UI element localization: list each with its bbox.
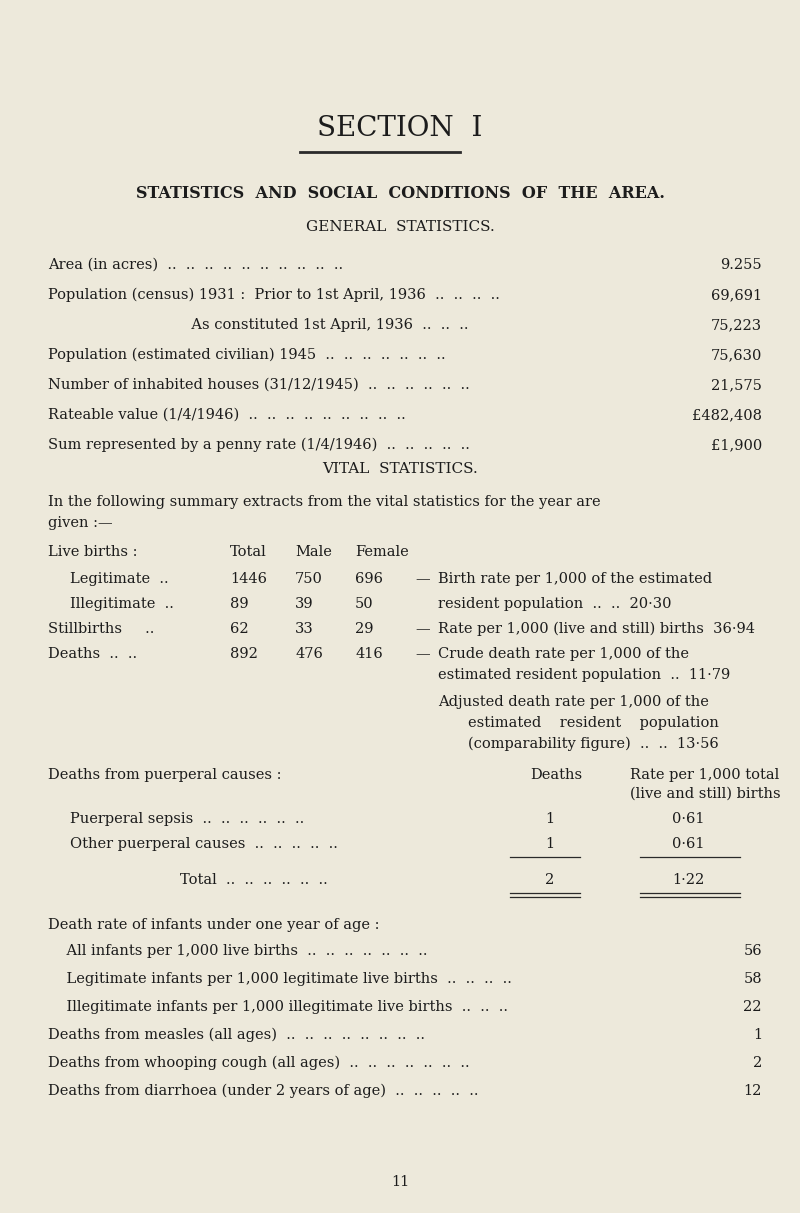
Text: Rate per 1,000 (live and still) births  36·94: Rate per 1,000 (live and still) births 3… (438, 622, 755, 637)
Text: 33: 33 (295, 622, 314, 636)
Text: 12: 12 (744, 1084, 762, 1098)
Text: Deaths from diarrhoea (under 2 years of age)  ..  ..  ..  ..  ..: Deaths from diarrhoea (under 2 years of … (48, 1084, 478, 1099)
Text: (live and still) births: (live and still) births (630, 787, 781, 801)
Text: Illegitimate infants per 1,000 illegitimate live births  ..  ..  ..: Illegitimate infants per 1,000 illegitim… (48, 1000, 508, 1014)
Text: 1446: 1446 (230, 573, 267, 586)
Text: 11: 11 (391, 1175, 409, 1189)
Text: VITAL  STATISTICS.: VITAL STATISTICS. (322, 462, 478, 475)
Text: 2: 2 (753, 1057, 762, 1070)
Text: 62: 62 (230, 622, 249, 636)
Text: In the following summary extracts from the vital statistics for the year are: In the following summary extracts from t… (48, 495, 601, 509)
Text: Other puerperal causes  ..  ..  ..  ..  ..: Other puerperal causes .. .. .. .. .. (70, 837, 338, 852)
Text: 1: 1 (753, 1027, 762, 1042)
Text: 22: 22 (743, 1000, 762, 1014)
Text: Legitimate  ..: Legitimate .. (70, 573, 169, 586)
Text: STATISTICS  AND  SOCIAL  CONDITIONS  OF  THE  AREA.: STATISTICS AND SOCIAL CONDITIONS OF THE … (135, 186, 665, 203)
Text: Crude death rate per 1,000 of the: Crude death rate per 1,000 of the (438, 647, 689, 661)
Text: Deaths from puerperal causes :: Deaths from puerperal causes : (48, 768, 282, 782)
Text: 21,575: 21,575 (711, 378, 762, 392)
Text: Deaths from whooping cough (all ages)  ..  ..  ..  ..  ..  ..  ..: Deaths from whooping cough (all ages) ..… (48, 1057, 470, 1070)
Text: 50: 50 (355, 597, 374, 611)
Text: 29: 29 (355, 622, 374, 636)
Text: 56: 56 (743, 944, 762, 958)
Text: Birth rate per 1,000 of the estimated: Birth rate per 1,000 of the estimated (438, 573, 712, 586)
Text: 75,223: 75,223 (711, 318, 762, 332)
Text: Deaths  ..  ..: Deaths .. .. (48, 647, 137, 661)
Text: estimated resident population  ..  11·79: estimated resident population .. 11·79 (438, 668, 730, 682)
Text: 892: 892 (230, 647, 258, 661)
Text: 9.255: 9.255 (720, 258, 762, 272)
Text: Population (census) 1931 :  Prior to 1st April, 1936  ..  ..  ..  ..: Population (census) 1931 : Prior to 1st … (48, 287, 500, 302)
Text: 39: 39 (295, 597, 314, 611)
Text: Number of inhabited houses (31/12/1945)  ..  ..  ..  ..  ..  ..: Number of inhabited houses (31/12/1945) … (48, 378, 470, 392)
Text: SECTION  I: SECTION I (318, 115, 482, 142)
Text: 476: 476 (295, 647, 323, 661)
Text: —: — (415, 647, 430, 661)
Text: 2: 2 (545, 873, 554, 887)
Text: All infants per 1,000 live births  ..  ..  ..  ..  ..  ..  ..: All infants per 1,000 live births .. .. … (48, 944, 427, 958)
Text: —: — (415, 573, 430, 586)
Text: £482,408: £482,408 (692, 408, 762, 422)
Text: Puerperal sepsis  ..  ..  ..  ..  ..  ..: Puerperal sepsis .. .. .. .. .. .. (70, 811, 304, 826)
Text: Adjusted death rate per 1,000 of the: Adjusted death rate per 1,000 of the (438, 695, 709, 710)
Text: As constituted 1st April, 1936  ..  ..  ..: As constituted 1st April, 1936 .. .. .. (48, 318, 469, 332)
Text: (comparability figure)  ..  ..  13·56: (comparability figure) .. .. 13·56 (468, 738, 718, 751)
Text: £1,900: £1,900 (710, 438, 762, 452)
Text: 69,691: 69,691 (711, 287, 762, 302)
Text: GENERAL  STATISTICS.: GENERAL STATISTICS. (306, 220, 494, 234)
Text: resident population  ..  ..  20·30: resident population .. .. 20·30 (438, 597, 671, 611)
Text: Stillbirths     ..: Stillbirths .. (48, 622, 154, 636)
Text: Legitimate infants per 1,000 legitimate live births  ..  ..  ..  ..: Legitimate infants per 1,000 legitimate … (48, 972, 512, 986)
Text: estimated    resident    population: estimated resident population (468, 716, 719, 730)
Text: 416: 416 (355, 647, 382, 661)
Text: 1: 1 (545, 811, 554, 826)
Text: Deaths: Deaths (530, 768, 582, 782)
Text: 0·61: 0·61 (672, 811, 705, 826)
Text: given :—: given :— (48, 516, 113, 530)
Text: Total  ..  ..  ..  ..  ..  ..: Total .. .. .. .. .. .. (180, 873, 328, 887)
Text: Area (in acres)  ..  ..  ..  ..  ..  ..  ..  ..  ..  ..: Area (in acres) .. .. .. .. .. .. .. .. … (48, 258, 343, 272)
Text: Rateable value (1/4/1946)  ..  ..  ..  ..  ..  ..  ..  ..  ..: Rateable value (1/4/1946) .. .. .. .. ..… (48, 408, 406, 422)
Text: Population (estimated civilian) 1945  ..  ..  ..  ..  ..  ..  ..: Population (estimated civilian) 1945 .. … (48, 348, 446, 363)
Text: Live births :: Live births : (48, 545, 138, 559)
Text: Female: Female (355, 545, 409, 559)
Text: —: — (415, 622, 430, 636)
Text: 0·61: 0·61 (672, 837, 705, 852)
Text: 1·22: 1·22 (672, 873, 704, 887)
Text: 75,630: 75,630 (710, 348, 762, 361)
Text: Male: Male (295, 545, 332, 559)
Text: Deaths from measles (all ages)  ..  ..  ..  ..  ..  ..  ..  ..: Deaths from measles (all ages) .. .. .. … (48, 1027, 425, 1042)
Text: Death rate of infants under one year of age :: Death rate of infants under one year of … (48, 918, 379, 932)
Text: 89: 89 (230, 597, 249, 611)
Text: Illegitimate  ..: Illegitimate .. (70, 597, 174, 611)
Text: Rate per 1,000 total: Rate per 1,000 total (630, 768, 779, 782)
Text: 1: 1 (545, 837, 554, 852)
Text: 750: 750 (295, 573, 323, 586)
Text: 58: 58 (743, 972, 762, 986)
Text: 696: 696 (355, 573, 383, 586)
Text: Total: Total (230, 545, 266, 559)
Text: Sum represented by a penny rate (1/4/1946)  ..  ..  ..  ..  ..: Sum represented by a penny rate (1/4/194… (48, 438, 470, 452)
